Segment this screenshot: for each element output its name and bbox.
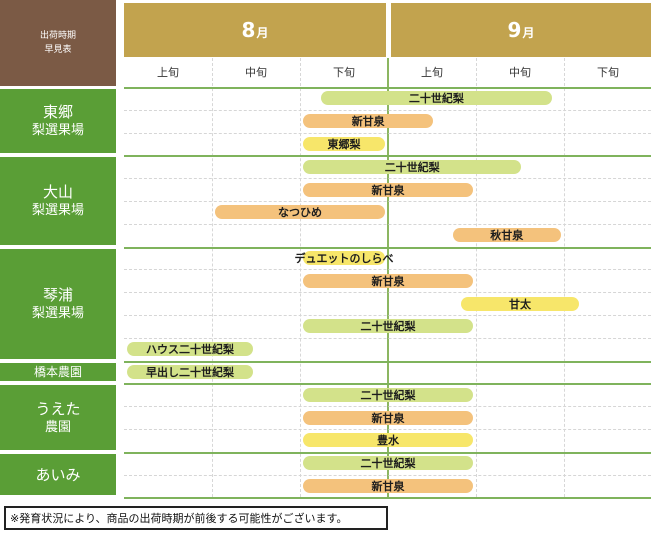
group-label: 東郷 梨選果場 bbox=[0, 89, 116, 154]
row-separator bbox=[124, 223, 651, 225]
gridline bbox=[300, 58, 301, 498]
month-number: 9 bbox=[507, 18, 522, 42]
period-label: 下旬 bbox=[597, 66, 619, 79]
schedule-bar: 甘太 bbox=[461, 296, 579, 311]
chart-corner-label: 出荷時期 早見表 bbox=[0, 0, 116, 86]
schedule-bar: ハウス二十世紀梨 bbox=[127, 342, 253, 357]
gridline bbox=[212, 58, 213, 498]
row-separator bbox=[124, 132, 651, 134]
schedule-bar: 東郷梨 bbox=[303, 137, 385, 151]
footnote: ※発育状況により、商品の出荷時期が前後する可能性がございます。 bbox=[4, 506, 388, 530]
month-number: 8 bbox=[241, 18, 256, 42]
group-separator bbox=[124, 87, 651, 89]
group-separator bbox=[124, 155, 651, 158]
gridline bbox=[476, 58, 477, 498]
period-label: 上旬 bbox=[157, 66, 179, 79]
month-unit: 月 bbox=[522, 25, 535, 40]
group-subname: 梨選果場 bbox=[31, 202, 84, 218]
corner-title: 出荷時期 bbox=[39, 31, 76, 41]
schedule-bar: 新甘泉 bbox=[303, 182, 473, 197]
row-separator bbox=[124, 109, 651, 111]
group-name: 橋本農園 bbox=[33, 365, 82, 379]
group-name: うえた bbox=[35, 399, 81, 418]
group-separator bbox=[124, 451, 651, 454]
group-label: 大山 梨選果場 bbox=[0, 157, 116, 245]
period-label: 下旬 bbox=[333, 66, 355, 79]
row-separator bbox=[124, 315, 651, 316]
row-separator bbox=[124, 337, 651, 339]
schedule-bar: 秋甘泉 bbox=[452, 228, 561, 243]
group-name: 琴浦 bbox=[42, 285, 73, 304]
schedule-bar: 新甘泉 bbox=[303, 273, 473, 288]
row-separator bbox=[124, 429, 651, 430]
row-separator bbox=[124, 178, 651, 180]
group-separator bbox=[124, 497, 651, 500]
group-separator bbox=[124, 246, 651, 249]
group-label: 橋本農園 bbox=[0, 362, 116, 382]
row-separator bbox=[124, 474, 651, 476]
schedule-bar: 早出し二十世紀梨 bbox=[127, 365, 253, 379]
gridline bbox=[564, 58, 565, 498]
schedule-bar: なつひめ bbox=[215, 205, 385, 220]
group-separator bbox=[124, 360, 651, 363]
schedule-bar: 新甘泉 bbox=[303, 410, 473, 425]
schedule-bar: デュエットのしらべ bbox=[294, 251, 394, 265]
schedule-bar: 二十世紀梨 bbox=[303, 159, 522, 174]
group-label: あいみ bbox=[0, 453, 116, 496]
schedule-bar: 豊水 bbox=[303, 433, 473, 448]
schedule-bar: 二十世紀梨 bbox=[303, 387, 473, 402]
period-label: 中旬 bbox=[509, 66, 531, 79]
period-label: 中旬 bbox=[245, 66, 267, 79]
month-unit: 月 bbox=[256, 25, 269, 40]
group-subname: 梨選果場 bbox=[31, 123, 84, 139]
schedule-bar: 二十世紀梨 bbox=[320, 91, 553, 106]
row-separator bbox=[124, 292, 651, 294]
group-subname: 農園 bbox=[44, 419, 71, 435]
group-name: 大山 bbox=[42, 182, 73, 201]
group-label: 琴浦 梨選果場 bbox=[0, 248, 116, 359]
row-separator bbox=[124, 269, 651, 271]
group-label: うえた 農園 bbox=[0, 385, 116, 450]
row-separator bbox=[124, 406, 651, 408]
row-separator bbox=[124, 201, 651, 202]
period-label: 上旬 bbox=[421, 66, 443, 79]
schedule-bar: 新甘泉 bbox=[303, 479, 473, 493]
group-separator bbox=[124, 383, 651, 386]
group-name: 東郷 bbox=[42, 103, 73, 122]
schedule-bar: 二十世紀梨 bbox=[303, 456, 473, 471]
schedule-bar: 新甘泉 bbox=[303, 114, 434, 129]
corner-subtitle: 早見表 bbox=[44, 45, 72, 55]
schedule-bar: 二十世紀梨 bbox=[303, 319, 473, 334]
group-subname: 梨選果場 bbox=[31, 305, 84, 321]
group-name: あいみ bbox=[35, 465, 81, 484]
